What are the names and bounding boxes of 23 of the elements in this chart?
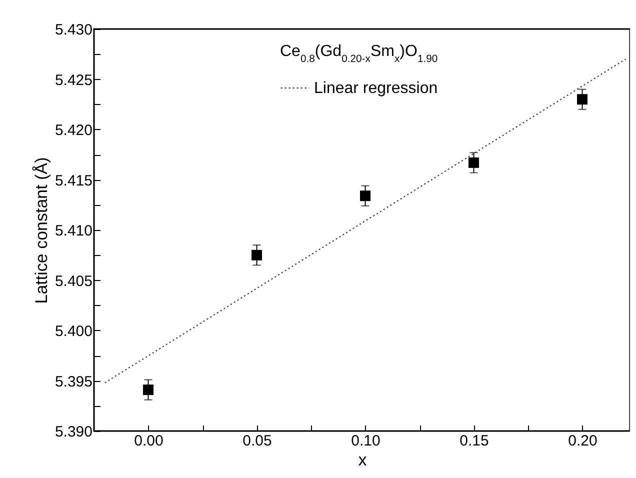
y-tick-label: 5.430 xyxy=(54,22,92,38)
point xyxy=(468,157,479,168)
y-tick-label: 5.390 xyxy=(54,424,92,440)
legend-label: Linear regression xyxy=(314,80,438,97)
x-tick-label: 0.10 xyxy=(351,432,380,450)
y-axis-title: Lattice constant (Å) xyxy=(32,157,51,304)
y-tick-label: 5.415 xyxy=(54,172,92,190)
point xyxy=(577,94,588,105)
y-tick-label: 5.395 xyxy=(54,373,92,390)
y-tick-label: 5.410 xyxy=(54,222,92,240)
x-axis-title: x xyxy=(358,450,368,470)
x-tick-label: 0.20 xyxy=(568,432,598,450)
y-tick-label: 5.400 xyxy=(54,323,92,340)
legend-title: Ce$_{0.8}$(Gd$_{0.20-x}$Sm$_{x}$)O$_{1.90}$ xyxy=(280,43,438,64)
y-tick-label: 5.425 xyxy=(54,72,92,89)
point xyxy=(360,190,370,202)
point xyxy=(252,250,262,260)
x-tick-label: 0.15 xyxy=(460,432,489,450)
x-tick-label: 0.05 xyxy=(242,432,272,450)
y-tick-label: 5.405 xyxy=(54,272,92,290)
point xyxy=(143,384,154,396)
y-tick-label: 5.420 xyxy=(54,122,92,139)
x-tick-label: 0.00 xyxy=(134,432,164,450)
